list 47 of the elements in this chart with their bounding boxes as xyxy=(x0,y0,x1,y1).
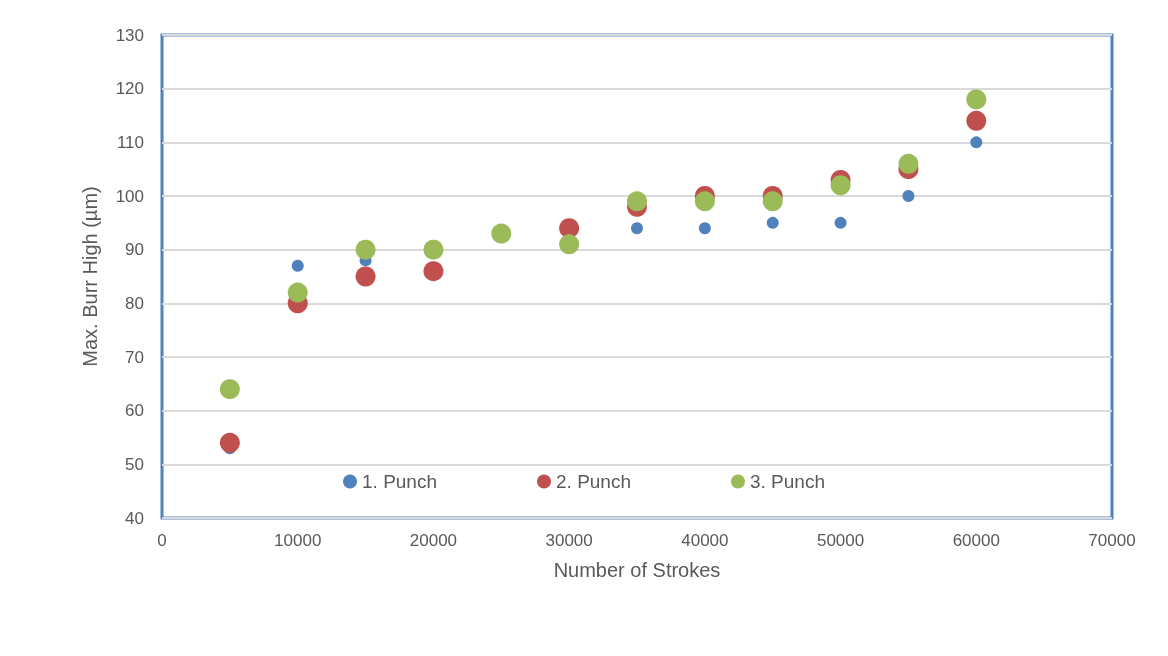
point xyxy=(559,234,580,255)
y-tick-label: 50 xyxy=(125,454,144,474)
y-tick-label: 110 xyxy=(116,132,144,152)
point xyxy=(559,218,580,239)
point xyxy=(355,239,376,260)
y-tick-label: 60 xyxy=(125,401,144,421)
legend-label: 1. Punch xyxy=(362,471,437,492)
y-tick-label: 80 xyxy=(125,293,144,313)
point xyxy=(898,153,919,174)
point xyxy=(355,266,376,287)
point xyxy=(219,432,240,453)
legend-label: 3. Punch xyxy=(750,471,825,492)
y-tick-label: 40 xyxy=(125,508,144,528)
point xyxy=(698,222,711,235)
point xyxy=(694,191,715,212)
point xyxy=(287,282,308,303)
x-axis-title: Number of Strokes xyxy=(553,559,721,581)
y-axis-title: Max. Burr High (µm) xyxy=(79,186,101,367)
point xyxy=(491,223,512,244)
point xyxy=(423,239,444,260)
x-tick-label: 60000 xyxy=(952,531,1000,550)
y-tick-label: 130 xyxy=(115,25,144,45)
point xyxy=(631,222,643,235)
x-tick-label: 0 xyxy=(157,531,167,550)
point xyxy=(219,379,240,400)
point xyxy=(966,89,987,110)
point xyxy=(291,259,304,272)
y-tick-label: 70 xyxy=(125,347,144,367)
x-tick-label: 20000 xyxy=(409,531,458,550)
y-tick-label: 90 xyxy=(125,240,144,260)
y-tick-label: 120 xyxy=(115,79,144,99)
x-tick-label: 50000 xyxy=(816,531,865,550)
legend-label: 2. Punch xyxy=(556,471,631,492)
point xyxy=(966,110,987,131)
point xyxy=(830,175,851,196)
x-tick-label: 10000 xyxy=(274,531,322,550)
point xyxy=(762,191,783,212)
point xyxy=(902,190,915,202)
point xyxy=(627,191,647,212)
point xyxy=(423,261,444,282)
x-tick-label: 30000 xyxy=(545,531,593,550)
point xyxy=(970,136,983,149)
point xyxy=(834,216,847,229)
point xyxy=(766,216,779,229)
x-tick-label: 40000 xyxy=(681,531,729,550)
x-tick-label: 70000 xyxy=(1088,531,1136,550)
y-tick-label: 100 xyxy=(115,186,144,206)
